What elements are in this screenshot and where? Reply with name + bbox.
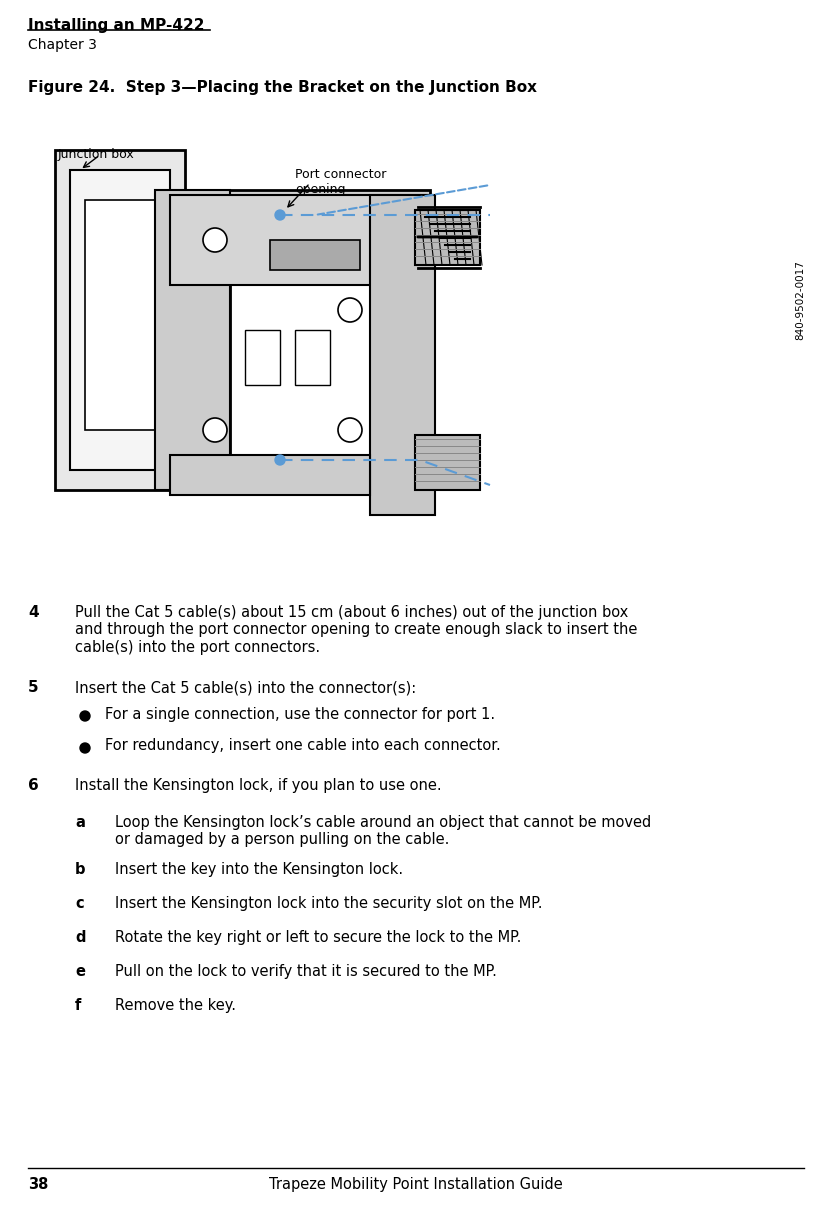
Bar bbox=[245, 330, 280, 385]
Circle shape bbox=[203, 418, 227, 442]
Text: Pull on the lock to verify that it is secured to the MP.: Pull on the lock to verify that it is se… bbox=[115, 965, 497, 979]
Text: b: b bbox=[75, 862, 86, 877]
Text: Remove the key.: Remove the key. bbox=[115, 998, 236, 1013]
Text: Trapeze Mobility Point Installation Guide: Trapeze Mobility Point Installation Guid… bbox=[269, 1177, 563, 1192]
Circle shape bbox=[80, 711, 90, 720]
Circle shape bbox=[275, 455, 285, 465]
Bar bbox=[170, 455, 370, 495]
Text: 5: 5 bbox=[28, 680, 38, 695]
Text: c: c bbox=[75, 896, 84, 911]
Text: For redundancy, insert one cable into each connector.: For redundancy, insert one cable into ea… bbox=[105, 737, 501, 753]
Text: Insert the key into the Kensington lock.: Insert the key into the Kensington lock. bbox=[115, 862, 404, 877]
Text: 4: 4 bbox=[28, 604, 38, 620]
Text: Chapter 3: Chapter 3 bbox=[28, 38, 97, 53]
Bar bbox=[55, 150, 185, 490]
Text: Rotate the key right or left to secure the lock to the MP.: Rotate the key right or left to secure t… bbox=[115, 930, 522, 945]
Text: f: f bbox=[75, 998, 82, 1013]
Circle shape bbox=[275, 210, 285, 220]
Text: d: d bbox=[75, 930, 86, 945]
Bar bbox=[370, 195, 435, 515]
Bar bbox=[270, 241, 360, 270]
Bar bbox=[295, 330, 330, 385]
Text: Port connector
opening: Port connector opening bbox=[295, 168, 386, 197]
Text: For a single connection, use the connector for port 1.: For a single connection, use the connect… bbox=[105, 707, 495, 722]
Text: Insert the Kensington lock into the security slot on the MP.: Insert the Kensington lock into the secu… bbox=[115, 896, 542, 911]
Bar bbox=[415, 210, 480, 265]
Text: 38: 38 bbox=[28, 1177, 48, 1192]
Circle shape bbox=[80, 744, 90, 753]
Bar bbox=[70, 170, 170, 470]
Text: Insert the Cat 5 cable(s) into the connector(s):: Insert the Cat 5 cable(s) into the conne… bbox=[75, 680, 416, 695]
Bar bbox=[155, 190, 230, 490]
Bar bbox=[85, 200, 155, 430]
Text: e: e bbox=[75, 965, 85, 979]
Text: a: a bbox=[75, 814, 85, 830]
Text: 840-9502-0017: 840-9502-0017 bbox=[795, 260, 805, 339]
Text: Install the Kensington lock, if you plan to use one.: Install the Kensington lock, if you plan… bbox=[75, 778, 442, 792]
Circle shape bbox=[338, 418, 362, 442]
Text: Loop the Kensington lock’s cable around an object that cannot be moved
or damage: Loop the Kensington lock’s cable around … bbox=[115, 814, 651, 847]
Text: Pull the Cat 5 cable(s) about 15 cm (about 6 inches) out of the junction box
and: Pull the Cat 5 cable(s) about 15 cm (abo… bbox=[75, 604, 637, 654]
Text: Figure 24.  Step 3—Placing the Bracket on the Junction Box: Figure 24. Step 3—Placing the Bracket on… bbox=[28, 81, 537, 95]
Polygon shape bbox=[170, 190, 430, 490]
Bar bbox=[415, 435, 480, 490]
Text: Junction box: Junction box bbox=[58, 148, 135, 161]
Circle shape bbox=[338, 298, 362, 322]
Bar bbox=[170, 195, 430, 284]
Circle shape bbox=[203, 228, 227, 252]
Text: 6: 6 bbox=[28, 778, 39, 792]
Text: Installing an MP-422: Installing an MP-422 bbox=[28, 18, 205, 33]
